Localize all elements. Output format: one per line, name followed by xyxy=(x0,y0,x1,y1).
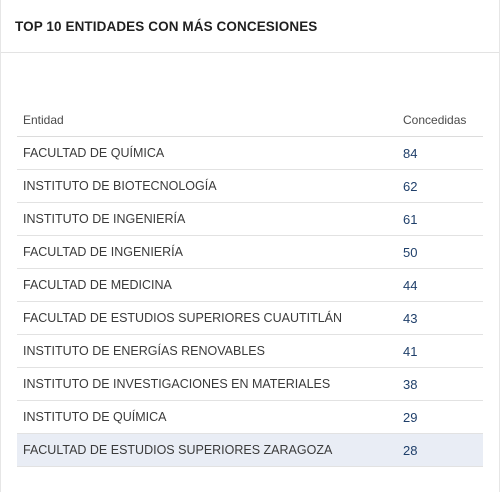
entities-table-wrapper: Entidad Concedidas FACULTAD DE QUÍMICA 8… xyxy=(17,104,483,467)
table-row: FACULTAD DE ESTUDIOS SUPERIORES CUAUTITL… xyxy=(17,301,483,335)
entity-count: 38 xyxy=(397,367,483,401)
entity-count: 41 xyxy=(397,334,483,368)
table-row: INSTITUTO DE INGENIERÍA 61 xyxy=(17,202,483,236)
header-count: Concedidas xyxy=(397,104,483,137)
entity-count: 50 xyxy=(397,235,483,269)
table-row: INSTITUTO DE ENERGÍAS RENOVABLES 41 xyxy=(17,334,483,368)
entity-name: FACULTAD DE ESTUDIOS SUPERIORES ZARAGOZA xyxy=(17,433,397,467)
entity-count: 43 xyxy=(397,301,483,335)
panel-header: TOP 10 ENTIDADES CON MÁS CONCESIONES xyxy=(1,0,499,53)
table-row: INSTITUTO DE BIOTECNOLOGÍA 62 xyxy=(17,169,483,203)
entity-count: 44 xyxy=(397,268,483,302)
panel-title: TOP 10 ENTIDADES CON MÁS CONCESIONES xyxy=(15,19,318,34)
header-entity: Entidad xyxy=(17,104,397,137)
table-row: INSTITUTO DE INVESTIGACIONES EN MATERIAL… xyxy=(17,367,483,401)
entity-count: 84 xyxy=(397,136,483,170)
entity-count: 28 xyxy=(397,433,483,467)
entity-name: INSTITUTO DE QUÍMICA xyxy=(17,400,397,434)
entity-count: 29 xyxy=(397,400,483,434)
table-header-row: Entidad Concedidas xyxy=(17,104,483,137)
entity-name: FACULTAD DE MEDICINA xyxy=(17,268,397,302)
table-row-highlighted: FACULTAD DE ESTUDIOS SUPERIORES ZARAGOZA… xyxy=(17,433,483,467)
table-row: FACULTAD DE QUÍMICA 84 xyxy=(17,136,483,170)
entities-table: Entidad Concedidas FACULTAD DE QUÍMICA 8… xyxy=(17,104,483,467)
entity-count: 61 xyxy=(397,202,483,236)
entity-name: FACULTAD DE ESTUDIOS SUPERIORES CUAUTITL… xyxy=(17,301,397,335)
entity-count: 62 xyxy=(397,169,483,203)
entity-name: INSTITUTO DE INVESTIGACIONES EN MATERIAL… xyxy=(17,367,397,401)
table-row: FACULTAD DE INGENIERÍA 50 xyxy=(17,235,483,269)
entity-name: INSTITUTO DE ENERGÍAS RENOVABLES xyxy=(17,334,397,368)
table-row: INSTITUTO DE QUÍMICA 29 xyxy=(17,400,483,434)
entity-name: INSTITUTO DE INGENIERÍA xyxy=(17,202,397,236)
entity-name: FACULTAD DE INGENIERÍA xyxy=(17,235,397,269)
entity-name: INSTITUTO DE BIOTECNOLOGÍA xyxy=(17,169,397,203)
table-row: FACULTAD DE MEDICINA 44 xyxy=(17,268,483,302)
entity-name: FACULTAD DE QUÍMICA xyxy=(17,136,397,170)
